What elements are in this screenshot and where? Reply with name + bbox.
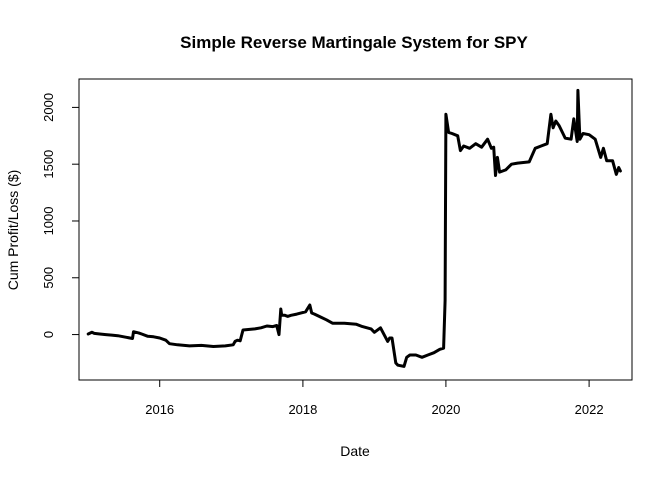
y-axis-label: Cum Profit/Loss ($) <box>5 170 21 291</box>
chart-title: Simple Reverse Martingale System for SPY <box>180 33 528 52</box>
plot-frame <box>78 78 633 381</box>
x-tick-label: 2016 <box>145 402 174 417</box>
y-tick-label: 1000 <box>41 207 56 236</box>
y-tick-label: 500 <box>41 267 56 289</box>
x-axis-label: Date <box>340 443 370 459</box>
x-tick-label: 2022 <box>575 402 604 417</box>
x-axis: 2016 2018 2020 2022 <box>145 380 604 417</box>
x-tick-label: 2020 <box>431 402 460 417</box>
series-line-cum-profit <box>86 88 622 368</box>
x-tick-label: 2018 <box>288 402 317 417</box>
y-tick-label: 2000 <box>41 93 56 122</box>
y-tick-label: 1500 <box>41 150 56 179</box>
y-axis: 0 500 1000 1500 2000 <box>41 93 79 338</box>
y-tick-label: 0 <box>41 331 56 338</box>
